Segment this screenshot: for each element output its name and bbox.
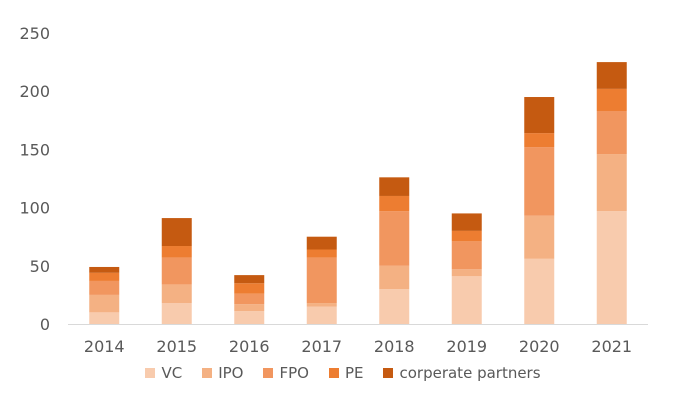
bar-segment xyxy=(161,303,192,324)
bar-segment xyxy=(596,88,627,111)
bar-segment xyxy=(596,211,627,324)
bar-segment xyxy=(451,276,482,324)
legend-swatch xyxy=(263,368,274,378)
legend-label: FPO xyxy=(279,364,309,382)
bar-segment xyxy=(89,312,120,324)
y-tick-label: 200 xyxy=(19,82,50,101)
legend-item: corperate partners xyxy=(383,364,541,382)
x-tick-label: 2016 xyxy=(229,337,270,356)
y-tick-label: 0 xyxy=(40,315,50,334)
y-tick-label: 250 xyxy=(19,24,50,43)
bar-segment xyxy=(234,304,265,312)
bar-segment xyxy=(89,280,120,295)
bar-segment xyxy=(89,266,120,273)
bar-segment xyxy=(451,230,482,242)
bar-segment xyxy=(451,269,482,277)
legend: VC IPO FPO PE corperate partners xyxy=(0,364,686,382)
bar-segment xyxy=(596,154,627,212)
bar-segment xyxy=(306,303,337,307)
legend-label: IPO xyxy=(218,364,244,382)
bar-segment xyxy=(161,284,192,304)
bar-segment xyxy=(161,218,192,247)
bar-segment xyxy=(379,265,410,290)
bar-segment xyxy=(379,289,410,324)
bar-segment xyxy=(524,258,555,324)
bar-segment xyxy=(234,283,265,294)
x-tick-label: 2021 xyxy=(591,337,632,356)
bar-segment xyxy=(306,257,337,304)
bar-stack-2016 xyxy=(234,275,265,324)
bar-segment xyxy=(524,133,555,148)
bar-segment xyxy=(379,195,410,212)
bar-segment xyxy=(306,236,337,250)
bar-stack-2014 xyxy=(89,266,120,324)
legend-label: PE xyxy=(344,364,364,382)
bar-segment xyxy=(596,110,627,155)
bar-segment xyxy=(161,257,192,285)
bar-stack-2018 xyxy=(379,177,410,324)
legend-item: PE xyxy=(328,364,364,382)
bar-segment xyxy=(451,213,482,231)
x-axis-ticks: 2014 2015 2016 2017 2018 2019 2020 2021 xyxy=(84,337,632,356)
bar-stack-2020 xyxy=(524,97,555,324)
bar-segment xyxy=(234,293,265,305)
x-tick-label: 2018 xyxy=(374,337,415,356)
y-axis-ticks: 0 50 100 150 200 250 xyxy=(19,24,50,334)
y-tick-label: 50 xyxy=(30,257,50,276)
bar-segment xyxy=(524,97,555,134)
bar-segment xyxy=(379,177,410,196)
x-tick-label: 2017 xyxy=(301,337,342,356)
legend-item: VC xyxy=(145,364,182,382)
legend-swatch xyxy=(145,368,156,378)
bar-segment xyxy=(596,62,627,89)
bar-segment xyxy=(306,306,337,324)
y-tick-label: 150 xyxy=(19,140,50,159)
legend-swatch xyxy=(383,368,394,378)
bar-segment xyxy=(89,272,120,281)
bar-groups xyxy=(89,62,627,324)
bar-segment xyxy=(524,147,555,216)
x-tick-label: 2020 xyxy=(519,337,560,356)
legend-swatch xyxy=(202,368,213,378)
bar-segment xyxy=(234,275,265,284)
bar-segment xyxy=(306,249,337,258)
legend-item: FPO xyxy=(263,364,309,382)
bar-segment xyxy=(161,246,192,258)
legend-label: corperate partners xyxy=(399,364,541,382)
y-tick-label: 100 xyxy=(19,199,50,218)
bar-segment xyxy=(379,211,410,266)
bar-stack-2021 xyxy=(596,62,627,324)
legend-swatch xyxy=(328,368,339,378)
bar-segment xyxy=(524,215,555,259)
bar-stack-2019 xyxy=(451,213,482,324)
x-tick-label: 2019 xyxy=(446,337,487,356)
bar-segment xyxy=(234,311,265,324)
bar-segment xyxy=(451,241,482,270)
bar-stack-2015 xyxy=(161,218,192,324)
bar-segment xyxy=(89,294,120,313)
x-tick-label: 2014 xyxy=(84,337,125,356)
bar-stack-2017 xyxy=(306,236,337,324)
legend-item: IPO xyxy=(202,364,243,382)
legend-label: VC xyxy=(161,364,183,382)
x-tick-label: 2015 xyxy=(156,337,197,356)
stacked-bar-chart: 0 50 100 150 200 250 2014 2015 2016 2017 2018 2019… xyxy=(19,24,648,356)
